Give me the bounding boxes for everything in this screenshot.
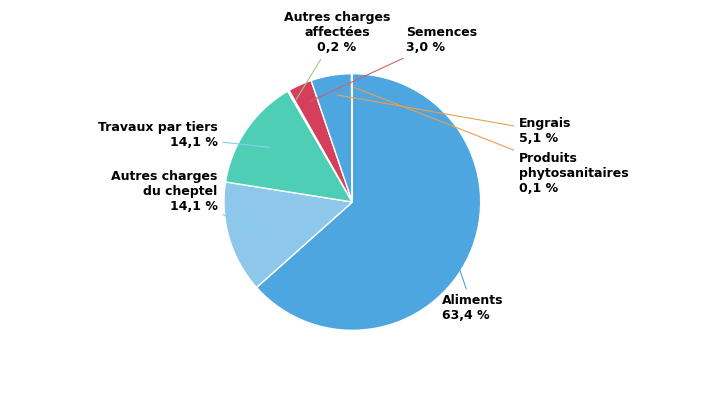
- Text: Engrais
5,1 %: Engrais 5,1 %: [337, 95, 571, 146]
- Text: Semences
3,0 %: Semences 3,0 %: [310, 26, 477, 101]
- Wedge shape: [289, 80, 352, 202]
- Wedge shape: [311, 74, 352, 202]
- Wedge shape: [224, 182, 352, 288]
- Wedge shape: [225, 91, 352, 202]
- Text: Travaux par tiers
14,1 %: Travaux par tiers 14,1 %: [98, 121, 270, 149]
- Text: Autres charges
affectées
0,2 %: Autres charges affectées 0,2 %: [283, 12, 390, 100]
- Text: Autres charges
du cheptel
14,1 %: Autres charges du cheptel 14,1 %: [111, 170, 257, 228]
- Wedge shape: [288, 90, 352, 202]
- Text: Produits
phytosanitaires
0,1 %: Produits phytosanitaires 0,1 %: [355, 88, 629, 195]
- Wedge shape: [257, 74, 481, 330]
- Text: Aliments
63,4 %: Aliments 63,4 %: [442, 249, 504, 322]
